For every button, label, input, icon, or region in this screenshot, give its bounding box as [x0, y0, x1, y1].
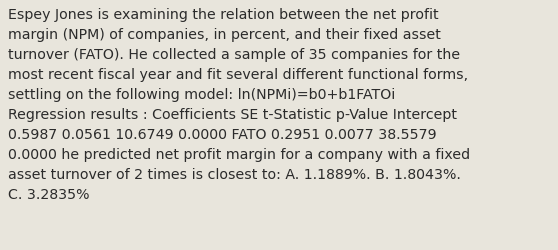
Text: Espey Jones is examining the relation between the net profit
margin (NPM) of com: Espey Jones is examining the relation be… [8, 8, 470, 201]
